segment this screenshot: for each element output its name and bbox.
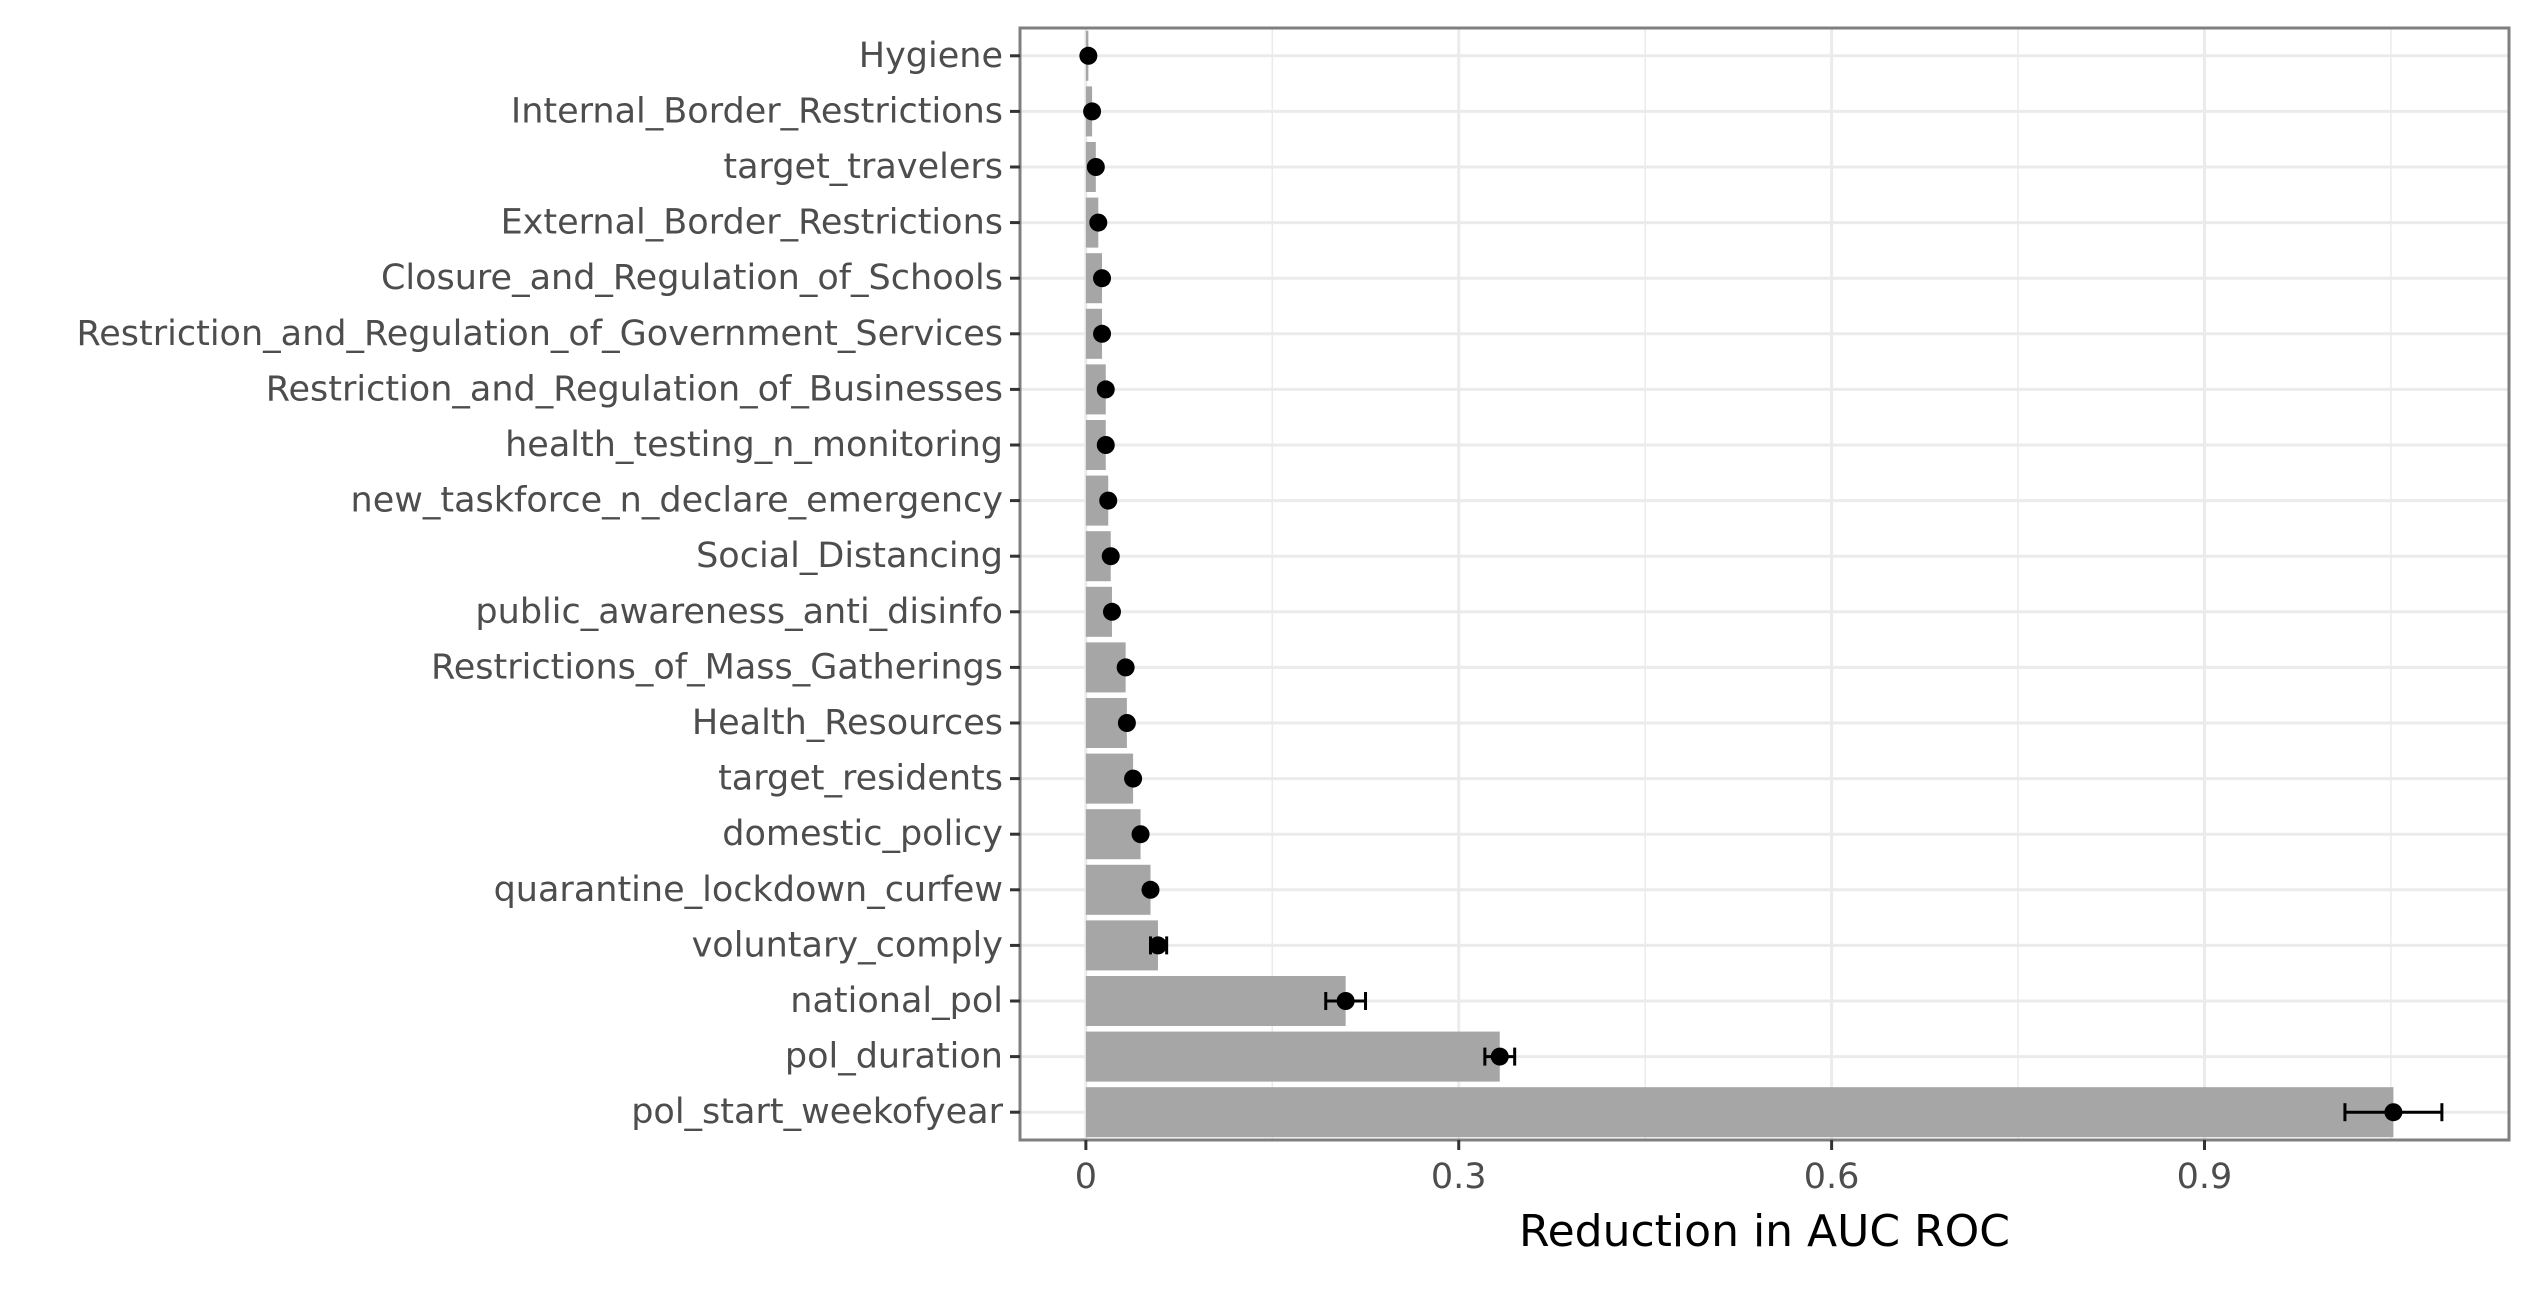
bar-national_pol: [1085, 975, 1346, 1027]
y-tick-label: Restriction_and_Regulation_of_Businesses: [266, 369, 1003, 409]
x-tick-label: 0.3: [1431, 1157, 1487, 1197]
bar-quarantine_lockdown_curfew: [1085, 864, 1151, 915]
y-tick-label: Internal_Border_Restrictions: [511, 91, 1003, 131]
x-axis-title: Reduction in AUC ROC: [1519, 1206, 2010, 1257]
y-tick-label: Restriction_and_Regulation_of_Government…: [77, 314, 1003, 354]
point-public_awareness_anti_disinfo: [1102, 602, 1121, 621]
y-tick-label: health_testing_n_monitoring: [505, 425, 1003, 465]
point-quarantine_lockdown_curfew: [1141, 880, 1160, 899]
y-tick-label: domestic_policy: [722, 814, 1003, 854]
point-Restriction_and_Regulation_of_Businesses: [1096, 380, 1115, 399]
point-national_pol: [1336, 992, 1355, 1010]
bar-Restriction_and_Regulation_of_Businesses: [1085, 364, 1106, 415]
panel-border: [1018, 26, 2511, 1142]
y-tick-label: Hygiene: [859, 36, 1003, 76]
point-pol_duration: [1490, 1047, 1509, 1066]
y-tick-label: External_Border_Restrictions: [501, 203, 1003, 243]
point-Restriction_and_Regulation_of_Government_Services: [1093, 324, 1112, 343]
point-Social_Distancing: [1101, 547, 1120, 566]
y-tick-label: Closure_and_Regulation_of_Schools: [381, 258, 1003, 298]
point-Closure_and_Regulation_of_Schools: [1093, 269, 1112, 288]
bar-new_taskforce_n_declare_emergency: [1085, 475, 1109, 526]
point-Hygiene: [1079, 46, 1098, 65]
x-axis: 0 0.3 0.6 0.9: [1075, 1140, 2233, 1197]
bar-domestic_policy: [1085, 809, 1141, 860]
y-tick-label: pol_duration: [785, 1037, 1003, 1077]
x-tick-label: 0.6: [1804, 1157, 1860, 1197]
point-voluntary_comply: [1148, 936, 1167, 955]
bar-voluntary_comply: [1085, 920, 1158, 971]
point-Health_Resources: [1117, 714, 1136, 732]
bar-pol_start_weekofyear: [1085, 1087, 2394, 1138]
y-tick-label: public_awareness_anti_disinfo: [475, 592, 1003, 632]
grid-lines: [1020, 28, 2509, 1140]
point-target_travelers: [1086, 158, 1105, 176]
y-tick-label: target_residents: [718, 759, 1003, 799]
y-tick-label: target_travelers: [723, 147, 1003, 187]
point-health_testing_n_monitoring: [1096, 436, 1115, 454]
y-tick-label: voluntary_comply: [692, 925, 1003, 965]
bar-health_testing_n_monitoring: [1085, 419, 1106, 471]
bar-pol_duration: [1085, 1031, 1500, 1082]
y-tick-label: Restrictions_of_Mass_Gatherings: [431, 647, 1003, 687]
point-domestic_policy: [1131, 825, 1150, 844]
x-tick-label: 0: [1075, 1157, 1097, 1197]
y-tick-label: new_taskforce_n_declare_emergency: [351, 481, 1003, 521]
point-pol_start_weekofyear: [2384, 1103, 2403, 1122]
x-tick-label: 0.9: [2177, 1157, 2233, 1197]
point-Restrictions_of_Mass_Gatherings: [1116, 658, 1135, 677]
points: [1079, 46, 2403, 1122]
y-tick-label: national_pol: [790, 981, 1003, 1021]
bars: [1085, 30, 2394, 1138]
y-tick-label: pol_start_weekofyear: [631, 1092, 1003, 1132]
point-Internal_Border_Restrictions: [1083, 102, 1102, 121]
point-new_taskforce_n_declare_emergency: [1099, 491, 1118, 510]
point-External_Border_Restrictions: [1089, 213, 1108, 232]
point-target_residents: [1124, 769, 1143, 788]
y-tick-label: quarantine_lockdown_curfew: [494, 870, 1003, 910]
y-tick-label: Health_Resources: [692, 703, 1003, 743]
y-axis: Hygiene Internal_Border_Restrictionstarge…: [77, 36, 1020, 1132]
y-tick-label: Social_Distancing: [696, 536, 1003, 576]
